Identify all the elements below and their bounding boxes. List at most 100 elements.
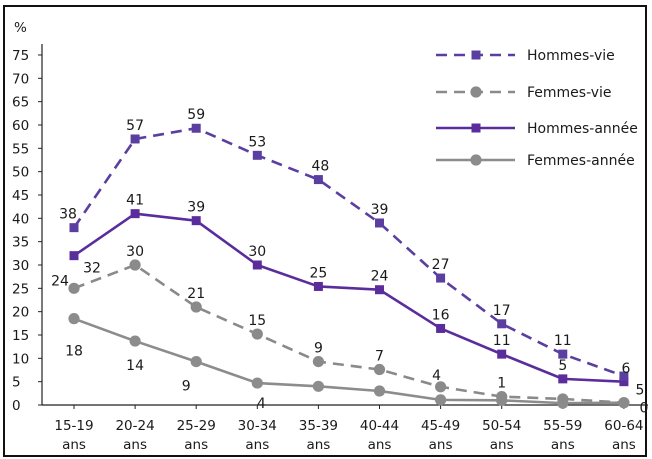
data-label-2: 30 <box>248 244 266 260</box>
data-label-3: 9 <box>182 379 191 395</box>
data-label-1: 7 <box>375 349 384 365</box>
y-tick-label: 75 <box>12 48 29 64</box>
x-tick-label: 45-49 <box>421 418 460 434</box>
y-tick-label: 55 <box>12 141 29 157</box>
legend-label-3: Femmes-année <box>527 153 635 169</box>
series-marker-2 <box>313 281 323 291</box>
x-tick-label: ans <box>306 437 330 453</box>
data-label-2: 32 <box>83 261 101 277</box>
series-marker-0 <box>619 371 629 381</box>
series-marker-0 <box>497 319 507 329</box>
series-marker-0 <box>375 218 384 228</box>
data-label-1: 9 <box>314 341 323 357</box>
legend-marker-3 <box>470 154 482 166</box>
series-marker-2 <box>558 374 568 384</box>
series-marker-2 <box>619 377 629 387</box>
data-label-0: 59 <box>187 107 205 123</box>
y-tick-label: 15 <box>12 328 29 344</box>
x-tick-label: 50-54 <box>482 418 521 434</box>
data-label-2: 41 <box>126 193 144 209</box>
y-tick-label: 45 <box>12 188 29 204</box>
x-tick-label: ans <box>429 437 453 453</box>
series-marker-3 <box>373 385 386 397</box>
data-label-1: 0 <box>639 401 648 417</box>
series-marker-0 <box>191 123 201 133</box>
y-tick-label: 20 <box>12 305 29 321</box>
y-tick-label: 70 <box>12 71 29 87</box>
series-marker-1 <box>129 259 141 271</box>
series-marker-1 <box>68 282 80 294</box>
y-tick-label: 35 <box>12 235 29 251</box>
series-line-3 <box>73 317 624 405</box>
series-line-2 <box>73 212 624 383</box>
legend-label-2: Hommes-année <box>527 121 638 137</box>
legend-marker-0 <box>471 50 481 60</box>
series-marker-2 <box>375 285 384 295</box>
x-tick-label: 55-59 <box>543 418 582 434</box>
series-marker-3 <box>435 394 447 406</box>
x-tick-label: 15-19 <box>54 418 93 434</box>
data-label-1: 21 <box>187 286 205 302</box>
series-line-1 <box>73 263 624 404</box>
series-marker-0 <box>69 223 79 233</box>
y-tick-label: 0 <box>12 398 21 414</box>
series-marker-2 <box>191 216 201 226</box>
data-label-1: 24 <box>51 273 69 289</box>
y-tick-label: 40 <box>12 211 29 227</box>
data-label-1: 30 <box>126 244 144 260</box>
data-label-0: 27 <box>432 257 450 273</box>
series-marker-2 <box>436 323 446 333</box>
series-marker-2 <box>252 260 262 270</box>
series-marker-2 <box>130 209 140 219</box>
data-label-0: 11 <box>554 333 572 349</box>
chart-frame <box>3 5 647 457</box>
y-tick-label: 25 <box>12 281 29 297</box>
y-tick-label: 10 <box>12 351 29 367</box>
series-marker-0 <box>252 150 262 160</box>
x-tick-label: 30-34 <box>238 418 277 434</box>
data-label-2: 16 <box>432 307 450 323</box>
legend-marker-1 <box>470 86 482 98</box>
data-label-3: 18 <box>65 344 83 360</box>
series-marker-3 <box>190 355 202 368</box>
series-marker-3 <box>312 380 324 392</box>
x-tick-label: ans <box>368 437 392 453</box>
data-label-0: 6 <box>621 361 630 377</box>
data-label-3: 4 <box>257 396 266 412</box>
x-tick-label: ans <box>123 437 147 453</box>
series-marker-0 <box>558 349 568 359</box>
data-label-0: 48 <box>311 159 329 175</box>
legend-marker-2 <box>471 123 481 133</box>
series-marker-1 <box>251 328 263 340</box>
series-marker-1 <box>557 393 569 405</box>
y-axis-label: % <box>14 20 27 36</box>
data-label-0: 17 <box>493 303 511 319</box>
series-marker-1 <box>435 381 447 393</box>
x-tick-label: ans <box>184 437 208 453</box>
x-tick-label: ans <box>490 437 514 453</box>
y-tick-label: 60 <box>12 118 29 134</box>
series-marker-1 <box>496 390 508 403</box>
data-label-3: 14 <box>126 358 144 374</box>
y-tick-label: 65 <box>12 95 29 111</box>
y-tick-label: 5 <box>12 375 21 391</box>
x-tick-label: 35-39 <box>299 418 338 434</box>
data-label-2: 24 <box>371 269 389 285</box>
x-tick-label: ans <box>245 437 269 453</box>
series-marker-0 <box>313 175 323 185</box>
series-marker-3 <box>129 335 141 347</box>
x-tick-label: 60-64 <box>604 418 643 434</box>
series-marker-0 <box>130 134 140 144</box>
series-marker-0 <box>436 273 446 283</box>
data-label-2: 11 <box>493 333 511 349</box>
series-marker-2 <box>69 251 79 261</box>
data-label-1: 4 <box>432 368 441 384</box>
x-tick-label: ans <box>551 437 575 453</box>
series-marker-1 <box>312 355 324 368</box>
data-label-2: 5 <box>558 358 567 374</box>
x-tick-label: ans <box>62 437 86 453</box>
y-tick-label: 30 <box>12 258 29 274</box>
x-tick-label: 25-29 <box>177 418 216 434</box>
x-tick-label: 20-24 <box>115 418 154 434</box>
